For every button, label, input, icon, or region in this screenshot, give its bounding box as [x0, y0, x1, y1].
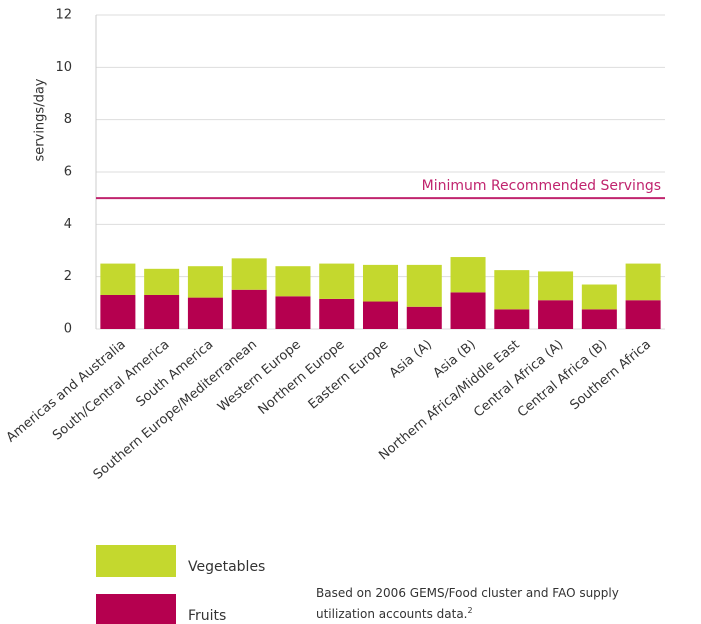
bar-segment [100, 263, 136, 295]
bar-segment [319, 263, 355, 299]
bar-segment [581, 309, 617, 329]
bar-segment [319, 298, 355, 329]
x-tick-label: South America [133, 337, 216, 410]
x-tick-label: Southern Africa [567, 337, 654, 413]
note-text: Based on 2006 GEMS/Food cluster and FAO … [316, 586, 619, 621]
bar-segment [144, 268, 180, 295]
bar-segment [450, 257, 486, 293]
bar-segment [100, 294, 136, 329]
bar-segment [275, 296, 311, 329]
y-tick-label: 0 [64, 322, 72, 337]
note: Based on 2006 GEMS/Food cluster and FAO … [316, 584, 676, 623]
bar-segment [625, 300, 661, 329]
legend-swatch [96, 594, 176, 624]
bar-segment [187, 297, 223, 329]
bar-segment [187, 266, 223, 298]
reference-label: Minimum Recommended Servings [422, 178, 661, 194]
y-tick-label: 2 [64, 269, 72, 284]
bar-segment [144, 294, 180, 329]
bar-segment [625, 263, 661, 301]
bar-segment [362, 264, 399, 302]
bar-segment [231, 289, 267, 329]
note-ref: 2 [467, 606, 473, 615]
legend-label: Vegetables [188, 559, 265, 575]
bar-segment [362, 301, 399, 329]
bar-segment [581, 284, 617, 310]
legend-swatch [96, 545, 176, 577]
y-axis-label: servings/day [33, 78, 48, 161]
y-tick-label: 6 [64, 165, 72, 180]
bar-segment [406, 264, 442, 307]
x-tick-label: Asia (A) [387, 337, 435, 381]
bar-segment [450, 292, 486, 329]
bar-segment [538, 271, 574, 301]
bar-segment [494, 270, 530, 310]
y-tick-label: 4 [64, 217, 72, 232]
bar-segment [494, 309, 530, 329]
bar-segment [406, 306, 442, 329]
y-tick-label: 10 [55, 60, 72, 75]
x-tick-label: Eastern Europe [306, 337, 392, 412]
y-tick-label: 8 [64, 112, 72, 127]
legend-label: Fruits [188, 608, 226, 624]
bar-segment [538, 300, 574, 329]
y-tick-label: 12 [55, 8, 72, 23]
bar-segment [275, 266, 311, 297]
bar-segment [231, 258, 267, 290]
